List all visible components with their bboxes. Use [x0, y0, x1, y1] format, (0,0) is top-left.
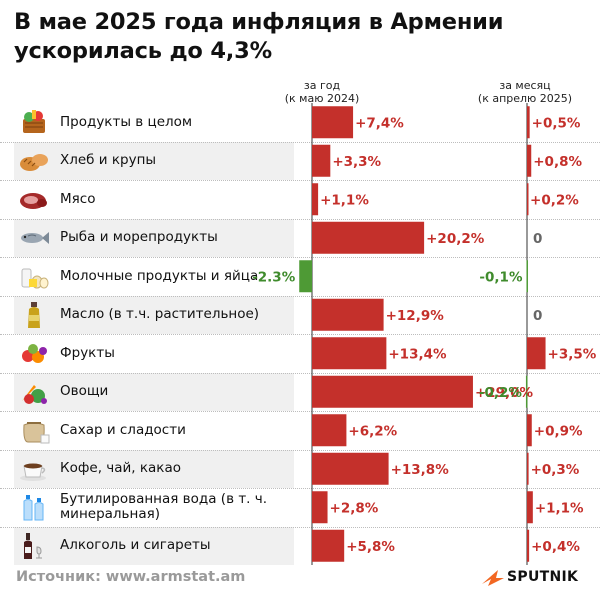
row-separator — [0, 141, 600, 143]
category-row: Бутилированная вода (в т. ч. минеральная… — [14, 488, 598, 526]
category-label: Бутилированная вода (в т. ч. минеральная… — [60, 491, 268, 522]
fish-icon — [18, 223, 50, 253]
row-separator — [0, 295, 600, 297]
category-row: Масло (в т.ч. растительное) — [14, 295, 598, 334]
row-background — [14, 141, 294, 180]
coffee-cup-icon — [18, 454, 50, 484]
category-row: Кофе, чай, какао — [14, 449, 598, 488]
row-background — [14, 218, 294, 257]
category-label: Овощи — [60, 383, 109, 399]
row-separator — [0, 334, 600, 335]
category-label: Рыба и морепродукты — [60, 229, 218, 245]
category-row: Мясо — [14, 180, 598, 218]
grocery-basket-icon — [18, 107, 50, 137]
row-separator — [0, 411, 600, 412]
row-separator — [0, 488, 600, 489]
fruits-icon — [18, 338, 50, 368]
category-label: Алкоголь и сигареты — [60, 537, 211, 553]
wine-bottle-icon — [18, 531, 50, 561]
oil-bottle-icon — [18, 300, 50, 330]
category-row: Овощи — [14, 372, 598, 411]
vegetables-icon — [18, 377, 50, 407]
category-row: Сахар и сладости — [14, 411, 598, 449]
source-note: Источник: www.armstat.am — [16, 569, 246, 585]
sputnik-logo: SPUTNIK — [482, 566, 578, 588]
row-background — [14, 449, 294, 488]
category-label: Мясо — [60, 190, 96, 207]
category-row: Продукты в целом — [14, 103, 598, 141]
row-separator — [0, 257, 600, 258]
row-background — [14, 526, 294, 565]
row-separator — [0, 526, 600, 528]
category-label: Фрукты — [60, 344, 115, 361]
category-label: Продукты в целом — [60, 113, 193, 130]
header-month: за месяц (к апрелю 2025) — [477, 79, 573, 105]
row-separator — [0, 372, 600, 374]
meat-icon — [18, 184, 50, 214]
sugar-sack-icon — [18, 415, 50, 445]
bread-icon — [18, 146, 50, 176]
category-row: Алкоголь и сигареты — [14, 526, 598, 565]
row-separator — [0, 218, 600, 220]
category-label: Хлеб и крупы — [60, 152, 157, 168]
row-separator — [0, 449, 600, 451]
category-label: Молочные продукты и яйца — [60, 267, 259, 284]
water-bottles-icon — [18, 492, 50, 522]
category-label: Кофе, чай, какао — [60, 460, 181, 476]
category-row: Фрукты — [14, 334, 598, 372]
chart-title: В мае 2025 года инфляция в Армении ускор… — [14, 9, 504, 64]
category-row: Молочные продукты и яйца — [14, 257, 598, 295]
category-label: Сахар и сладости — [60, 421, 186, 438]
header-year: за год (к маю 2024) — [284, 79, 360, 105]
row-background — [14, 372, 294, 411]
category-row: Хлеб и крупы — [14, 141, 598, 180]
row-background — [14, 295, 294, 334]
row-separator — [0, 180, 600, 181]
logo-text: SPUTNIK — [507, 569, 579, 585]
dairy-eggs-icon — [18, 261, 50, 291]
category-label: Масло (в т.ч. растительное) — [60, 306, 260, 322]
sputnik-logo-icon — [482, 570, 504, 586]
category-row: Рыба и морепродукты — [14, 218, 598, 257]
